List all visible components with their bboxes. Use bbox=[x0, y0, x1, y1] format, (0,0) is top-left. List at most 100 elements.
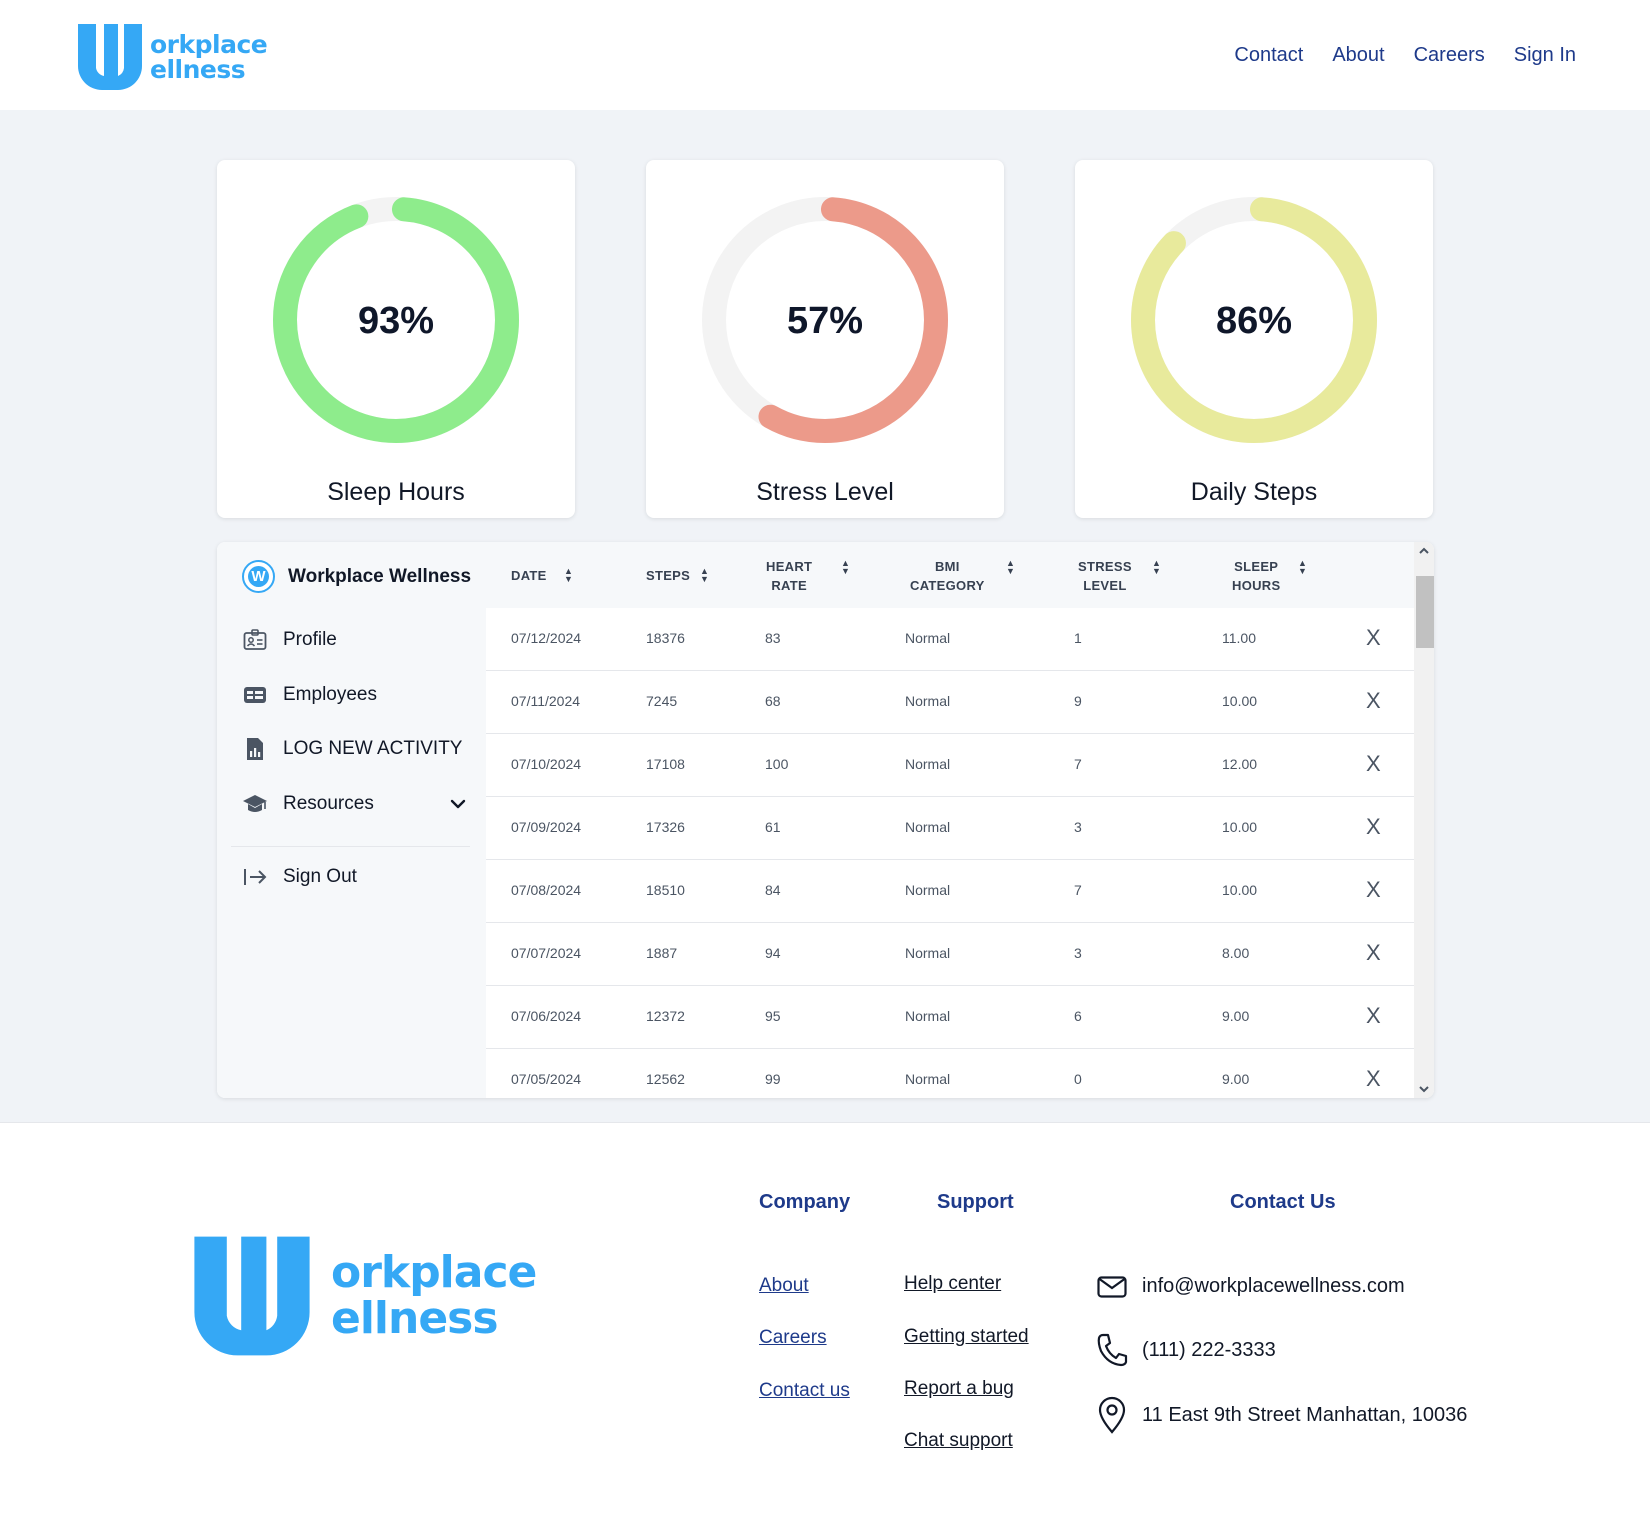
delete-row-icon[interactable]: X bbox=[1366, 940, 1381, 965]
sort-icon[interactable]: ▲ ▼ bbox=[1298, 558, 1307, 576]
logo-wordmark: orkplace ellness bbox=[150, 30, 268, 84]
footer-address[interactable]: 11 East 9th Street Manhattan, 10036 bbox=[1094, 1396, 1467, 1434]
cell-heart-rate: 94 bbox=[765, 945, 781, 961]
logo-line2: ellness bbox=[331, 1293, 499, 1344]
sleep-hours-label: Sleep Hours bbox=[327, 478, 465, 506]
cell-steps: 17108 bbox=[646, 756, 685, 772]
delete-row-icon[interactable]: X bbox=[1366, 814, 1381, 839]
header-logo[interactable]: orkplace ellness bbox=[74, 22, 268, 92]
sidebar-item-log-new-activity[interactable]: LOG NEW ACTIVITY bbox=[242, 737, 462, 761]
cell-stress: 6 bbox=[1074, 1008, 1082, 1024]
delete-row-icon[interactable]: X bbox=[1366, 1003, 1381, 1028]
delete-row-icon[interactable]: X bbox=[1366, 688, 1381, 713]
footer-email[interactable]: info@workplacewellness.com bbox=[1094, 1275, 1405, 1298]
sort-icon[interactable]: ▲ ▼ bbox=[700, 566, 709, 584]
column-header-bmi-category[interactable]: BMI CATEGORY bbox=[910, 559, 985, 593]
logo-line1: orkplace bbox=[150, 30, 268, 59]
footer-phone[interactable]: (111) 222-3333 bbox=[1094, 1333, 1276, 1367]
table-header: DATE ▲ ▼ STEPS ▲ ▼ HEART RATE ▲ ▼ BMI CATEGOR… bbox=[486, 542, 1414, 608]
sort-icon[interactable]: ▲ ▼ bbox=[1006, 558, 1015, 576]
cell-sleep: 9.00 bbox=[1222, 1008, 1250, 1024]
footer-link-chat-support[interactable]: Chat support bbox=[904, 1430, 1013, 1451]
daily-steps-label: Daily Steps bbox=[1190, 478, 1318, 506]
logo-line2: ellness bbox=[150, 55, 246, 84]
delete-row-icon[interactable]: X bbox=[1366, 751, 1381, 776]
delete-row-icon[interactable]: X bbox=[1366, 1066, 1381, 1091]
column-header-date[interactable]: DATE bbox=[511, 568, 547, 583]
delete-row-icon[interactable]: X bbox=[1366, 625, 1381, 650]
sleep-hours-card: 93% Sleep Hours bbox=[217, 160, 575, 518]
sidebar-item-employees[interactable]: Employees bbox=[242, 683, 377, 707]
footer-logo[interactable]: orkplace ellness bbox=[185, 1233, 537, 1359]
table-row: 07/05/2024 12562 99 Normal 0 9.00 X bbox=[486, 1049, 1414, 1098]
cell-bmi: Normal bbox=[905, 693, 951, 709]
cell-date: 07/09/2024 bbox=[511, 819, 582, 835]
cell-steps: 1887 bbox=[646, 945, 678, 961]
graduation-cap-icon bbox=[242, 792, 268, 816]
cell-sleep: 10.00 bbox=[1222, 693, 1258, 709]
cell-bmi: Normal bbox=[905, 819, 951, 835]
table-row: 07/10/2024 17108 100 Normal 7 12.00 X bbox=[486, 734, 1414, 797]
nav-about[interactable]: About bbox=[1332, 44, 1385, 66]
sidebar-item-profile[interactable]: Profile bbox=[242, 628, 337, 652]
cell-sleep: 8.00 bbox=[1222, 945, 1250, 961]
nav-contact[interactable]: Contact bbox=[1234, 44, 1304, 66]
sidebar-item-label: LOG NEW ACTIVITY bbox=[283, 738, 463, 759]
daily-steps-value: 86% bbox=[1215, 300, 1293, 342]
stress-level-label: Stress Level bbox=[756, 478, 894, 506]
site-footer: orkplace ellness Company About Careers C… bbox=[0, 1122, 1650, 1521]
sidebar-item-resources[interactable]: Resources bbox=[242, 792, 466, 816]
mail-icon bbox=[1094, 1275, 1130, 1298]
footer-company-title: Company bbox=[759, 1191, 851, 1213]
cell-heart-rate: 68 bbox=[765, 693, 781, 709]
cell-stress: 0 bbox=[1074, 1071, 1082, 1087]
sidebar-brand-name: Workplace Wellness bbox=[288, 565, 472, 587]
scroll-down-icon[interactable] bbox=[1414, 1082, 1434, 1096]
daily-steps-card: 86% Daily Steps bbox=[1075, 160, 1433, 518]
footer-support-title: Support bbox=[937, 1191, 1014, 1213]
footer-link-report-bug[interactable]: Report a bug bbox=[904, 1378, 1014, 1399]
column-header-sleep-hours[interactable]: SLEEP HOURS bbox=[1232, 559, 1281, 593]
nav-careers[interactable]: Careers bbox=[1413, 44, 1485, 66]
logo-wordmark: orkplace ellness bbox=[331, 1247, 537, 1344]
footer-address-text: 11 East 9th Street Manhattan, 10036 bbox=[1142, 1403, 1468, 1426]
cell-sleep: 12.00 bbox=[1222, 756, 1258, 772]
cell-steps: 18510 bbox=[646, 882, 685, 898]
cell-date: 07/06/2024 bbox=[511, 1008, 582, 1024]
sign-out-button[interactable]: Sign Out bbox=[242, 865, 357, 889]
dashboard-main: 93% Sleep Hours 57% Stress Level 86% Dai… bbox=[0, 110, 1650, 1122]
sort-icon[interactable]: ▲ ▼ bbox=[1152, 558, 1161, 576]
footer-link-about[interactable]: About bbox=[759, 1275, 809, 1296]
sidebar-item-label: Employees bbox=[283, 684, 377, 705]
footer-link-contact-us[interactable]: Contact us bbox=[759, 1380, 850, 1401]
scroll-up-icon[interactable] bbox=[1414, 544, 1434, 558]
cell-date: 07/08/2024 bbox=[511, 882, 582, 898]
cell-bmi: Normal bbox=[905, 945, 951, 961]
footer-contact-title: Contact Us bbox=[1230, 1191, 1336, 1213]
footer-link-help-center[interactable]: Help center bbox=[904, 1273, 1002, 1294]
location-pin-icon bbox=[1094, 1396, 1130, 1434]
column-header-steps[interactable]: STEPS bbox=[646, 568, 691, 583]
nav-sign-in[interactable]: Sign In bbox=[1513, 44, 1576, 66]
sort-icon[interactable]: ▲ ▼ bbox=[564, 566, 573, 584]
column-header-heart-rate[interactable]: HEART RATE bbox=[766, 559, 813, 593]
footer-link-careers[interactable]: Careers bbox=[759, 1327, 827, 1348]
cell-sleep: 9.00 bbox=[1222, 1071, 1250, 1087]
table-scrollbar[interactable] bbox=[1414, 542, 1434, 1098]
sign-out-label: Sign Out bbox=[283, 866, 357, 887]
scrollbar-thumb[interactable] bbox=[1416, 576, 1434, 648]
sort-icon[interactable]: ▲ ▼ bbox=[841, 558, 850, 576]
sidebar-brand[interactable]: W Workplace Wellness bbox=[242, 560, 471, 593]
sign-out-icon bbox=[242, 865, 268, 889]
cell-sleep: 11.00 bbox=[1222, 630, 1256, 646]
footer-link-getting-started[interactable]: Getting started bbox=[904, 1326, 1029, 1347]
cell-stress: 7 bbox=[1074, 756, 1082, 772]
column-header-stress-level[interactable]: STRESS LEVEL bbox=[1078, 559, 1132, 593]
cell-stress: 9 bbox=[1074, 693, 1082, 709]
cell-stress: 3 bbox=[1074, 945, 1082, 961]
stress-level-value: 57% bbox=[786, 300, 864, 342]
chevron-down-icon[interactable] bbox=[450, 793, 466, 815]
delete-row-icon[interactable]: X bbox=[1366, 877, 1381, 902]
logo-line1: orkplace bbox=[331, 1247, 537, 1298]
cell-stress: 7 bbox=[1074, 882, 1082, 898]
